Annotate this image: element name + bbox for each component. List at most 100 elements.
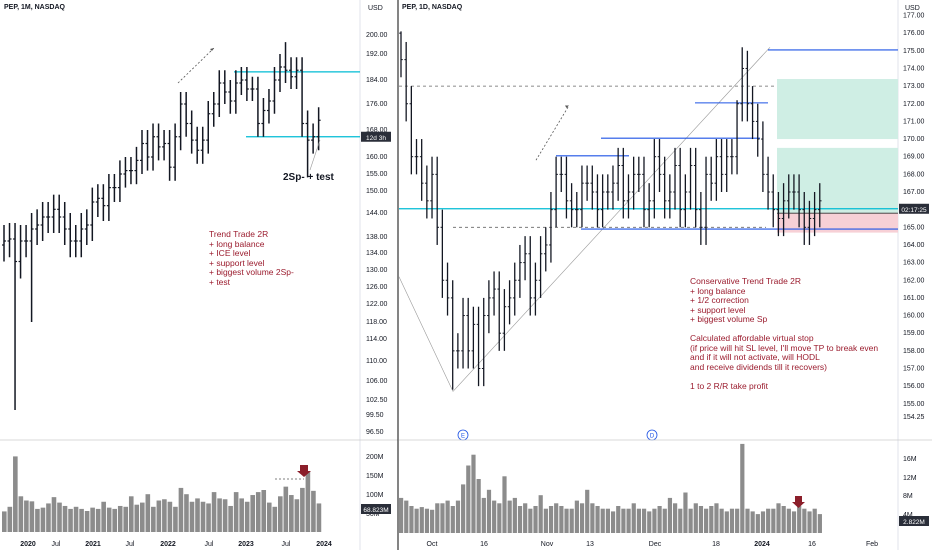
right-candle xyxy=(518,244,522,298)
left-volume-bar xyxy=(140,502,145,532)
right-volume-bar xyxy=(404,500,409,533)
right-volume-bar xyxy=(750,511,755,533)
left-volume-bar xyxy=(95,508,101,532)
right-candle xyxy=(466,297,471,369)
right-volume-bar xyxy=(476,479,481,533)
right-volume-bar xyxy=(766,508,771,533)
left-candle xyxy=(13,223,18,410)
right-candle xyxy=(730,139,734,175)
left-candle xyxy=(134,146,139,185)
right-candle xyxy=(476,306,481,387)
right-candle xyxy=(724,139,729,192)
left-volume-bar xyxy=(117,505,123,532)
left-volume-bar xyxy=(46,503,51,532)
right-volume-label-box xyxy=(899,516,929,526)
right-candle xyxy=(409,86,414,175)
right-candle xyxy=(621,147,626,219)
left-volume-bar xyxy=(316,503,322,532)
right-y-tick-label: 162.00 xyxy=(903,277,925,284)
down-arrow-icon xyxy=(792,496,805,508)
right-currency-label: USD xyxy=(905,5,920,12)
left-y-tick-label: 110.00 xyxy=(366,358,387,365)
right-candle xyxy=(559,156,564,192)
left-volume-tick-label: 50M xyxy=(366,511,380,518)
left-candle xyxy=(151,123,156,171)
right-candle xyxy=(817,183,822,228)
right-volume-bar xyxy=(781,506,786,533)
left-volume-bar xyxy=(68,508,73,532)
left-candle xyxy=(68,213,73,258)
left-candle xyxy=(101,184,106,221)
left-volume-bar xyxy=(305,471,311,532)
right-volume-bar xyxy=(533,506,538,533)
left-volume-bar xyxy=(73,506,79,532)
left-candle xyxy=(206,101,211,154)
right-volume-bar xyxy=(678,508,683,533)
right-candle xyxy=(735,100,739,175)
right-y-tick-label: 154.25 xyxy=(903,414,925,421)
right-candle xyxy=(637,156,641,192)
right-volume-bar xyxy=(497,503,502,533)
right-volume-bar xyxy=(538,495,543,533)
right-candle xyxy=(523,236,527,281)
left-volume-bar xyxy=(200,501,206,532)
right-volume-bar xyxy=(435,503,440,533)
right-candle xyxy=(399,31,403,78)
right-volume-bar xyxy=(616,506,621,533)
left-trade-notes: Trend Trade 2R + long balance + ICE leve… xyxy=(209,229,294,287)
right-y-tick-label: 164.00 xyxy=(903,242,925,249)
left-candle xyxy=(167,130,172,181)
right-candle xyxy=(512,262,517,316)
left-x-tick-label: 2020 xyxy=(20,541,36,548)
down-arrow-icon xyxy=(297,465,311,477)
left-volume-bar xyxy=(195,498,200,532)
right-volume-bar xyxy=(445,500,450,533)
right-candle xyxy=(719,139,724,192)
left-volume-bar xyxy=(206,503,211,532)
right-candle xyxy=(776,192,781,237)
right-volume-bar xyxy=(528,508,533,533)
left-volume-bar xyxy=(2,511,7,532)
left-y-tick-label: 155.00 xyxy=(366,171,388,178)
left-x-tick-label: Jul xyxy=(205,541,214,548)
right-candle xyxy=(657,139,662,192)
left-candle xyxy=(29,213,34,322)
right-candle xyxy=(606,174,610,210)
right-candle xyxy=(425,165,429,219)
right-y-tick-label: 174.00 xyxy=(903,65,925,72)
right-candle xyxy=(683,174,688,228)
right-candle xyxy=(647,183,651,228)
left-volume-bar xyxy=(272,506,278,532)
right-y-tick-label: 177.00 xyxy=(903,13,925,20)
right-y-tick-label: 168.00 xyxy=(903,171,925,178)
left-candle xyxy=(128,157,133,185)
right-volume-bar xyxy=(636,508,642,533)
right-trend-arrow-head xyxy=(565,105,569,109)
left-volume-bar xyxy=(101,501,106,532)
left-candle xyxy=(222,70,227,104)
left-candle xyxy=(228,80,233,114)
left-candle xyxy=(46,202,51,233)
right-candle xyxy=(440,209,445,298)
left-candle xyxy=(244,67,249,101)
right-volume-bar xyxy=(688,508,693,533)
left-volume-bar xyxy=(294,499,300,532)
left-candle xyxy=(211,92,216,127)
right-volume-bar xyxy=(605,508,610,533)
right-candle xyxy=(797,174,801,228)
left-volume-tick-label: 150M xyxy=(366,473,384,480)
right-candle xyxy=(549,192,553,263)
right-volume-bar xyxy=(729,508,735,533)
left-candle xyxy=(145,130,150,171)
right-candle xyxy=(580,165,584,228)
right-candle xyxy=(471,306,476,369)
right-volume-bar xyxy=(548,506,554,533)
left-price-label: 12d 3h xyxy=(366,135,386,142)
right-candle xyxy=(745,50,750,122)
right-price-label: 02:17:25 xyxy=(901,207,927,214)
left-y-tick-label: 122.00 xyxy=(366,301,388,308)
left-volume-bar xyxy=(151,506,156,532)
right-candle xyxy=(755,103,760,157)
right-candle xyxy=(662,156,667,219)
